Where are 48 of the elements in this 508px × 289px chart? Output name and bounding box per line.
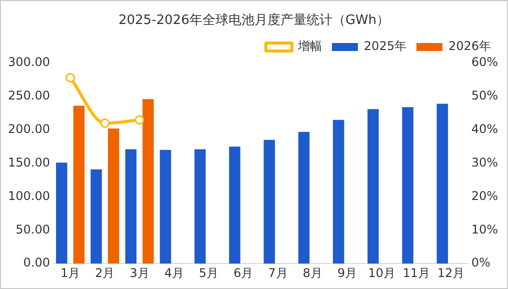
bar bbox=[229, 146, 240, 264]
bar bbox=[160, 150, 172, 264]
y-tick-label: 50.00 bbox=[16, 222, 50, 236]
x-tick-label: 12月 bbox=[437, 266, 465, 280]
y-tick-label: 200.00 bbox=[8, 122, 50, 136]
y2-tick-label: 60% bbox=[471, 55, 498, 70]
bar bbox=[332, 120, 344, 264]
y2-tick-label: 20% bbox=[471, 188, 498, 203]
x-tick-label: 2月 bbox=[95, 266, 115, 280]
y-tick-label: 300.00 bbox=[8, 55, 50, 70]
x-tick-label: 10月 bbox=[368, 266, 396, 280]
y-tick-label: 100.00 bbox=[8, 188, 50, 203]
y-tick-label: 250.00 bbox=[8, 88, 50, 103]
bar bbox=[142, 99, 154, 264]
bar bbox=[402, 107, 414, 264]
legend-label: 2026年 bbox=[448, 39, 492, 54]
legend-label: 增幅 bbox=[296, 39, 322, 54]
y2-tick-label: 50% bbox=[471, 88, 498, 103]
x-tick-label: 3月 bbox=[130, 266, 150, 280]
legend-label: 2025年 bbox=[364, 39, 406, 54]
y-tick-label: 150.00 bbox=[8, 155, 50, 170]
bar bbox=[436, 104, 448, 264]
point bbox=[66, 72, 76, 82]
bar bbox=[73, 106, 85, 264]
point bbox=[100, 118, 110, 128]
x-tick-label: 5月 bbox=[198, 266, 219, 280]
chart-title: 2025-2026年全球电池月度产量统计（GWh） bbox=[117, 12, 391, 29]
bar bbox=[90, 169, 102, 264]
x-tick-label: 9月 bbox=[337, 266, 358, 280]
point bbox=[134, 115, 144, 125]
bar bbox=[368, 109, 379, 264]
y2-tick-label: 40% bbox=[471, 122, 498, 136]
x-tick-label: 8月 bbox=[302, 266, 322, 280]
x-tick-label: 4月 bbox=[164, 266, 184, 280]
bar bbox=[298, 132, 310, 264]
y-tick-label: 0.00 bbox=[23, 256, 50, 270]
bar bbox=[194, 149, 206, 264]
bar bbox=[125, 149, 136, 264]
x-tick-label: 11月 bbox=[402, 266, 430, 280]
bar bbox=[108, 128, 120, 264]
y2-tick-label: 0% bbox=[471, 256, 490, 270]
y2-tick-label: 30% bbox=[471, 155, 498, 170]
x-tick-label: 7月 bbox=[268, 266, 288, 280]
x-tick-label: 6月 bbox=[234, 266, 254, 280]
x-tick-label: 1月 bbox=[60, 266, 80, 280]
bar bbox=[264, 140, 275, 264]
bar bbox=[56, 162, 68, 264]
y2-tick-label: 10% bbox=[471, 222, 498, 236]
